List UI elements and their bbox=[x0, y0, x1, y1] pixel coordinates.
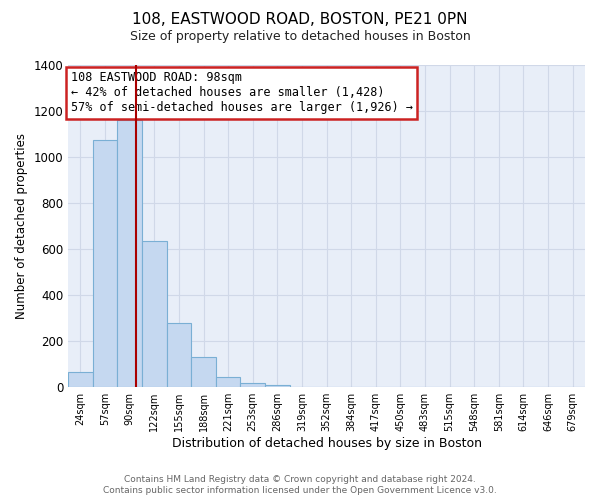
Bar bbox=[68, 372, 93, 387]
Bar bbox=[265, 386, 290, 387]
Bar bbox=[167, 323, 191, 387]
Text: Contains HM Land Registry data © Crown copyright and database right 2024.: Contains HM Land Registry data © Crown c… bbox=[124, 475, 476, 484]
Text: 108, EASTWOOD ROAD, BOSTON, PE21 0PN: 108, EASTWOOD ROAD, BOSTON, PE21 0PN bbox=[132, 12, 468, 28]
Text: 108 EASTWOOD ROAD: 98sqm
← 42% of detached houses are smaller (1,428)
57% of sem: 108 EASTWOOD ROAD: 98sqm ← 42% of detach… bbox=[71, 72, 413, 114]
Bar bbox=[290, 386, 314, 387]
Bar bbox=[142, 241, 167, 387]
Text: Contains public sector information licensed under the Open Government Licence v3: Contains public sector information licen… bbox=[103, 486, 497, 495]
Bar bbox=[191, 358, 216, 387]
Bar bbox=[241, 383, 265, 387]
Bar bbox=[118, 120, 142, 387]
Bar bbox=[93, 140, 118, 387]
X-axis label: Distribution of detached houses by size in Boston: Distribution of detached houses by size … bbox=[172, 437, 482, 450]
Bar bbox=[216, 377, 241, 387]
Y-axis label: Number of detached properties: Number of detached properties bbox=[15, 133, 28, 319]
Text: Size of property relative to detached houses in Boston: Size of property relative to detached ho… bbox=[130, 30, 470, 43]
